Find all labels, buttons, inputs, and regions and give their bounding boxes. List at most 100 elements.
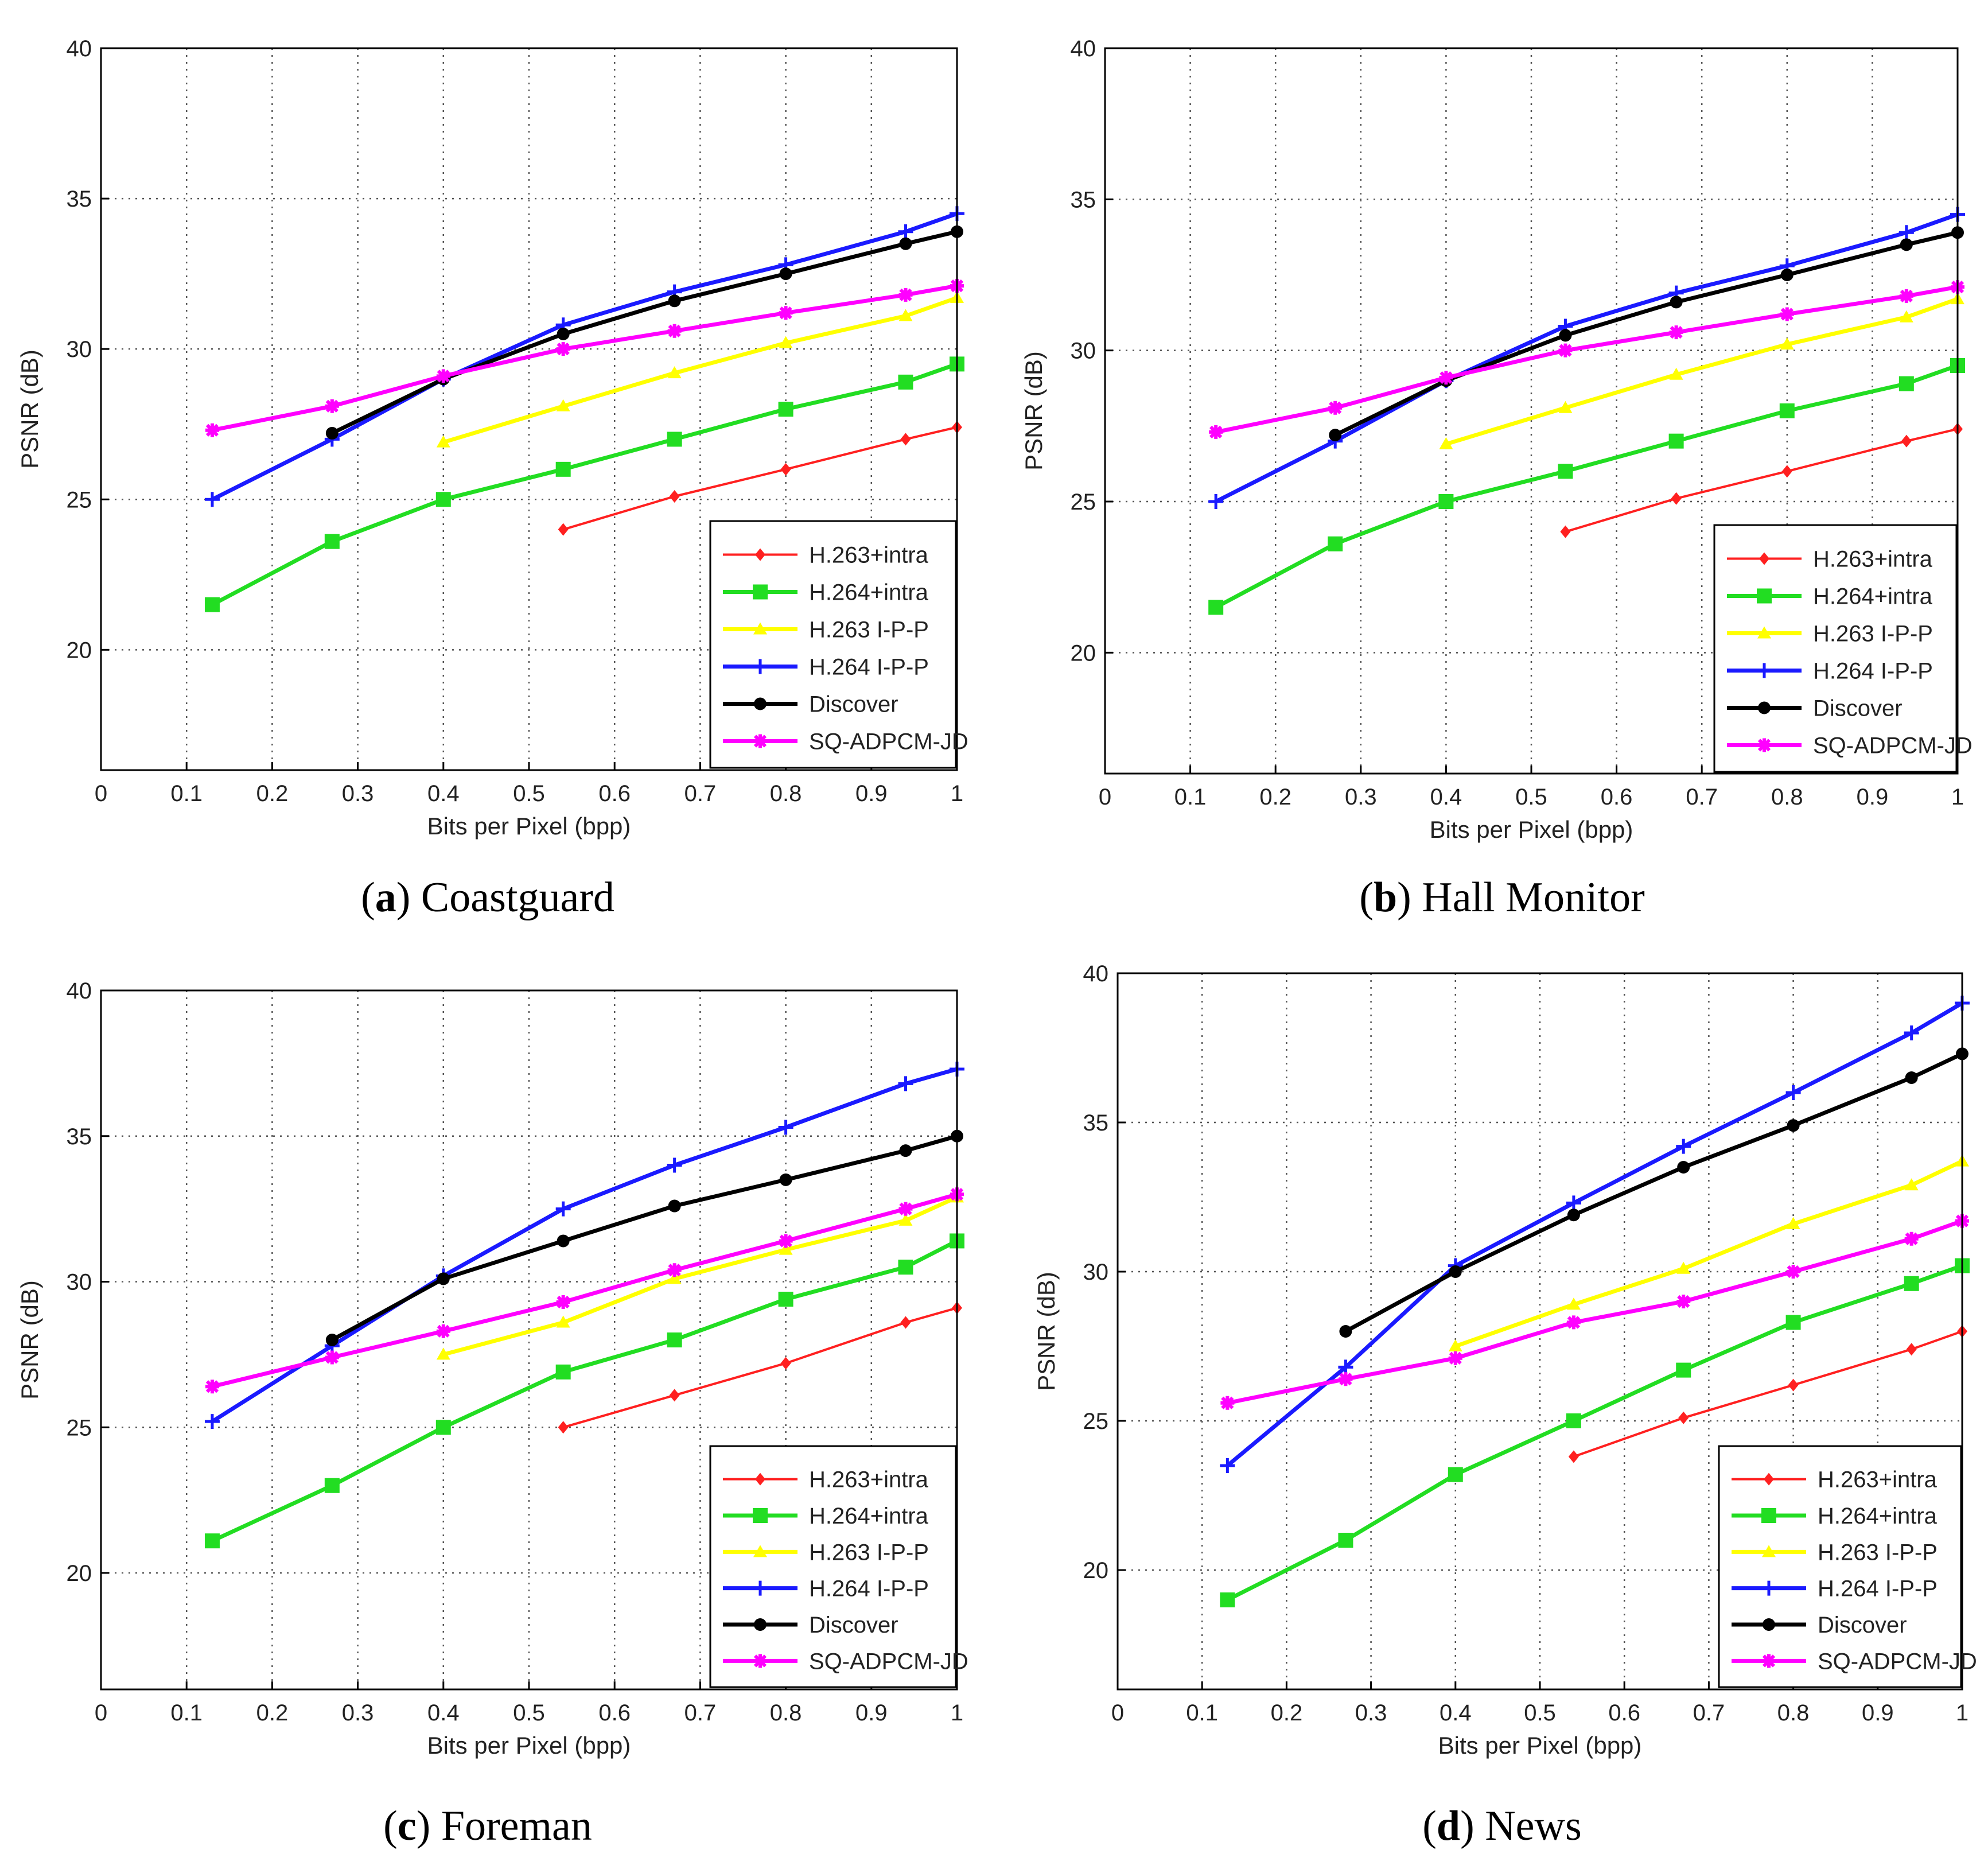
legend-label-h-263-intra: H.263+intra xyxy=(809,1467,929,1493)
x-tick-label: 0.3 xyxy=(1355,1700,1387,1726)
data-point-sq-adpcm-jd xyxy=(1439,371,1453,385)
legend-label-h-263-intra: H.263+intra xyxy=(809,543,929,568)
axes-frame xyxy=(1104,47,1959,775)
x-tick-label: 0.5 xyxy=(1515,784,1547,810)
legend-entry-h-264-intra: H.264+intra xyxy=(1732,1503,1938,1529)
x-axis-label: Bits per Pixel (bpp) xyxy=(1430,816,1633,843)
legend-marker-h-264-i-p-p xyxy=(753,659,768,674)
data-point-sq-adpcm-jd xyxy=(1328,401,1343,415)
legend-marker-h-263-intra xyxy=(755,548,765,561)
axes-frame xyxy=(100,47,958,771)
legend-entry-h-263-intra: H.263+intra xyxy=(723,1467,929,1493)
data-point-h-263-i-p-p xyxy=(1566,1297,1581,1310)
data-point-h-264-i-p-p xyxy=(1898,225,1914,240)
data-point-h-263-i-p-p xyxy=(1669,367,1683,380)
legend-entry-h-264-i-p-p: H.264 I-P-P xyxy=(723,1576,929,1602)
legend-marker-discover xyxy=(754,697,767,710)
y-tick-label: 20 xyxy=(67,638,92,663)
legend-entry-sq-adpcm-jd: SQ-ADPCM-JD xyxy=(723,729,968,755)
series-line-h-264-i-p-p xyxy=(1226,1001,1963,1467)
legend-marker-h-263-i-p-p xyxy=(753,622,767,635)
data-point-h-264-intra xyxy=(555,1364,571,1380)
legend-marker-h-264-i-p-p xyxy=(1761,1580,1776,1596)
data-point-h-264-i-p-p xyxy=(1338,1359,1353,1375)
data-point-h-263-intra xyxy=(669,1389,680,1402)
axes-frame xyxy=(1116,972,1963,1691)
legend-entry-h-263-intra: H.263+intra xyxy=(1732,1467,1938,1493)
data-point-sq-adpcm-jd xyxy=(205,1380,219,1394)
data-point-discover xyxy=(1559,329,1572,342)
x-tick-label: 0 xyxy=(95,1700,107,1726)
x-tick-label: 0 xyxy=(95,781,107,806)
legend-entry-h-263-i-p-p: H.263 I-P-P xyxy=(1732,1540,1938,1565)
data-point-sq-adpcm-jd xyxy=(779,306,793,320)
x-tick-label: 0.4 xyxy=(1430,784,1462,810)
data-point-h-263-intra xyxy=(1678,1411,1689,1424)
legend-entry-sq-adpcm-jd: SQ-ADPCM-JD xyxy=(1727,733,1973,759)
y-tick-label: 35 xyxy=(67,187,92,212)
x-tick-label: 0.6 xyxy=(1601,784,1633,810)
data-point-sq-adpcm-jd xyxy=(556,1295,570,1310)
legend-marker-h-263-i-p-p xyxy=(753,1545,767,1557)
legend-label-h-263-intra: H.263+intra xyxy=(1818,1467,1938,1493)
series-line-h-264-intra xyxy=(1215,363,1959,609)
legend-marker-h-264-intra xyxy=(753,1508,768,1523)
data-point-h-264-intra xyxy=(1338,1533,1353,1548)
y-tick-label: 20 xyxy=(67,1561,92,1586)
data-point-h-264-i-p-p xyxy=(1208,494,1224,509)
legend-marker-h-263-i-p-p xyxy=(1762,1545,1776,1557)
legend-label-sq-adpcm-jd: SQ-ADPCM-JD xyxy=(809,1649,968,1674)
data-point-h-263-i-p-p xyxy=(1676,1261,1691,1274)
data-point-h-263-intra xyxy=(669,490,680,503)
axes-frame xyxy=(100,989,958,1691)
legend-label-h-264-intra: H.264+intra xyxy=(809,1503,929,1529)
data-point-sq-adpcm-jd xyxy=(436,369,450,383)
data-point-discover xyxy=(1905,1071,1918,1084)
x-tick-label: 0.2 xyxy=(1259,784,1291,810)
y-tick-label: 25 xyxy=(1083,1409,1109,1434)
legend-entry-discover: Discover xyxy=(1732,1613,1907,1638)
data-point-sq-adpcm-jd xyxy=(556,342,570,356)
legend-label-h-263-i-p-p: H.263 I-P-P xyxy=(809,1540,929,1565)
data-point-h-264-intra xyxy=(1898,376,1914,391)
y-tick-label: 30 xyxy=(1071,339,1096,364)
x-axis-label: Bits per Pixel (bpp) xyxy=(427,1732,631,1759)
legend-marker-h-264-intra xyxy=(1761,1508,1776,1523)
legend-label-discover: Discover xyxy=(809,1613,898,1638)
legend-entry-h-264-i-p-p: H.264 I-P-P xyxy=(1732,1576,1938,1602)
series-line-h-263-i-p-p xyxy=(442,296,958,445)
legend-box xyxy=(709,1445,957,1688)
x-tick-label: 1 xyxy=(1956,1700,1968,1726)
x-tick-label: 0.3 xyxy=(342,781,374,806)
data-point-h-263-i-p-p xyxy=(556,399,570,411)
series-h-263-intra xyxy=(558,1301,962,1434)
data-point-discover xyxy=(325,1334,339,1346)
data-point-discover xyxy=(1329,429,1342,442)
data-point-h-263-i-p-p xyxy=(898,309,913,321)
y-tick-label: 20 xyxy=(1083,1558,1109,1583)
series-sq-adpcm-jd xyxy=(205,1187,964,1394)
x-tick-label: 0 xyxy=(1099,784,1111,810)
legend-entry-h-263-i-p-p: H.263 I-P-P xyxy=(1727,621,1933,647)
data-point-h-264-intra xyxy=(667,1332,682,1347)
data-point-h-264-intra xyxy=(1785,1315,1801,1330)
legend-entry-h-264-intra: H.264+intra xyxy=(723,1503,929,1529)
y-tick-label: 40 xyxy=(1071,36,1096,61)
caption-coastguard: (a) Coastguard xyxy=(361,874,614,921)
caption-title: Hall Monitor xyxy=(1422,874,1645,921)
legend-label-h-264-i-p-p: H.264 I-P-P xyxy=(1818,1576,1938,1602)
legend-marker-h-264-intra xyxy=(753,584,768,600)
caption-title: Foreman xyxy=(441,1802,592,1850)
data-point-sq-adpcm-jd xyxy=(1448,1351,1462,1365)
data-point-sq-adpcm-jd xyxy=(325,399,339,413)
data-point-h-263-intra xyxy=(1560,525,1571,538)
data-point-sq-adpcm-jd xyxy=(1904,1231,1919,1246)
data-point-sq-adpcm-jd xyxy=(1669,325,1683,340)
y-tick-label: 40 xyxy=(67,36,92,61)
series-line-sq-adpcm-jd xyxy=(212,1192,958,1389)
x-tick-label: 0.8 xyxy=(770,781,802,806)
data-point-discover xyxy=(1900,238,1913,251)
legend-label-sq-adpcm-jd: SQ-ADPCM-JD xyxy=(1813,733,1973,759)
x-tick-label: 0.4 xyxy=(1440,1700,1472,1726)
